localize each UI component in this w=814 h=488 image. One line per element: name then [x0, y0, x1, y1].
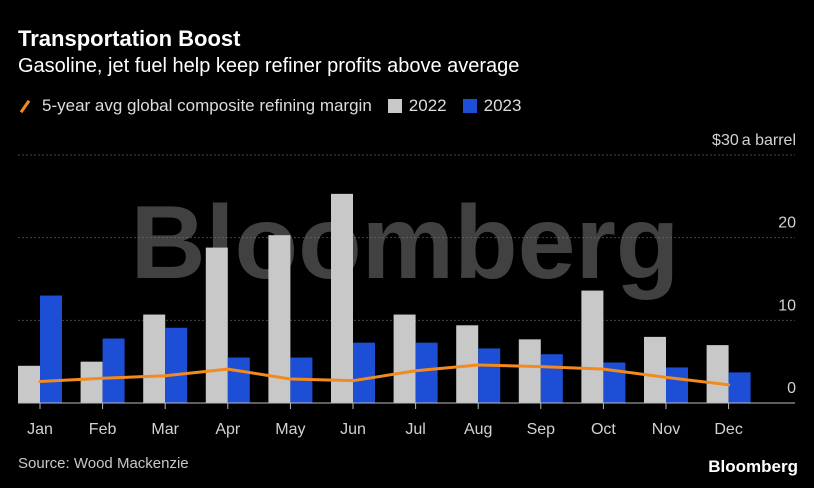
- y-tick-label: 0: [787, 380, 796, 397]
- legend-swatch-2023: [462, 99, 477, 113]
- bar-2022: [331, 193, 353, 403]
- avg-margin-line: [38, 363, 731, 387]
- y-tick-label: $30 a barrel: [712, 132, 796, 149]
- bar-2022: [268, 235, 291, 403]
- source-note: Source: Wood Mackenzie: [18, 455, 189, 472]
- bar-2022: [581, 290, 604, 403]
- x-tick-label: Feb: [89, 421, 117, 438]
- x-tick-label: Oct: [591, 421, 616, 438]
- x-tick-label: May: [275, 421, 305, 438]
- chart-subtitle: Gasoline, jet fuel help keep refiner pro…: [18, 55, 520, 77]
- x-tick-label: Dec: [714, 421, 742, 438]
- bar-2022: [518, 339, 541, 403]
- legend-item-avg: 5-year avg global composite refining mar…: [18, 96, 372, 116]
- brand-logo-text: Bloomberg: [708, 457, 798, 476]
- y-unit-label: a barrel: [742, 132, 796, 149]
- x-tick-label: Jul: [405, 421, 425, 438]
- bar-2023: [102, 338, 125, 403]
- legend: 5-year avg global composite refining mar…: [18, 96, 537, 116]
- x-tick-label: Nov: [652, 421, 680, 438]
- bar-2023: [728, 372, 751, 403]
- legend-item-2023: 2023: [462, 96, 522, 116]
- x-tick-label: Aug: [464, 421, 492, 438]
- bar-2022: [18, 365, 40, 403]
- legend-swatch-2022: [387, 99, 402, 113]
- bar-2023: [40, 295, 62, 403]
- bar-2022: [205, 247, 228, 403]
- bar-2023: [478, 348, 501, 403]
- x-tick-label: Apr: [215, 421, 241, 438]
- bar-2022: [393, 314, 416, 403]
- bar-2022: [644, 336, 666, 403]
- bar-2022: [80, 361, 103, 403]
- bar-2023: [415, 342, 438, 403]
- bar-2022: [456, 325, 479, 403]
- bar-2023: [227, 357, 250, 403]
- bar-2022: [706, 345, 729, 403]
- x-tick-label: Jan: [27, 421, 53, 438]
- bar-2023: [353, 342, 375, 403]
- x-tick-label: Sep: [527, 421, 556, 438]
- legend-label-2022: 2022: [408, 96, 447, 115]
- chart-title: Transportation Boost: [18, 26, 241, 51]
- y-tick-label: 10: [778, 297, 796, 314]
- x-tick-label: Jun: [340, 421, 366, 438]
- bar-2023: [165, 327, 188, 403]
- bar-2022: [143, 314, 166, 403]
- legend-label-2023: 2023: [483, 96, 522, 115]
- legend-item-2022: 2022: [387, 96, 447, 116]
- bar-2023: [540, 354, 563, 403]
- legend-label-avg: 5-year avg global composite refining mar…: [42, 96, 372, 115]
- y-tick-label: 20: [778, 215, 796, 232]
- bar-2023: [666, 367, 688, 403]
- x-tick-label: Mar: [151, 421, 179, 438]
